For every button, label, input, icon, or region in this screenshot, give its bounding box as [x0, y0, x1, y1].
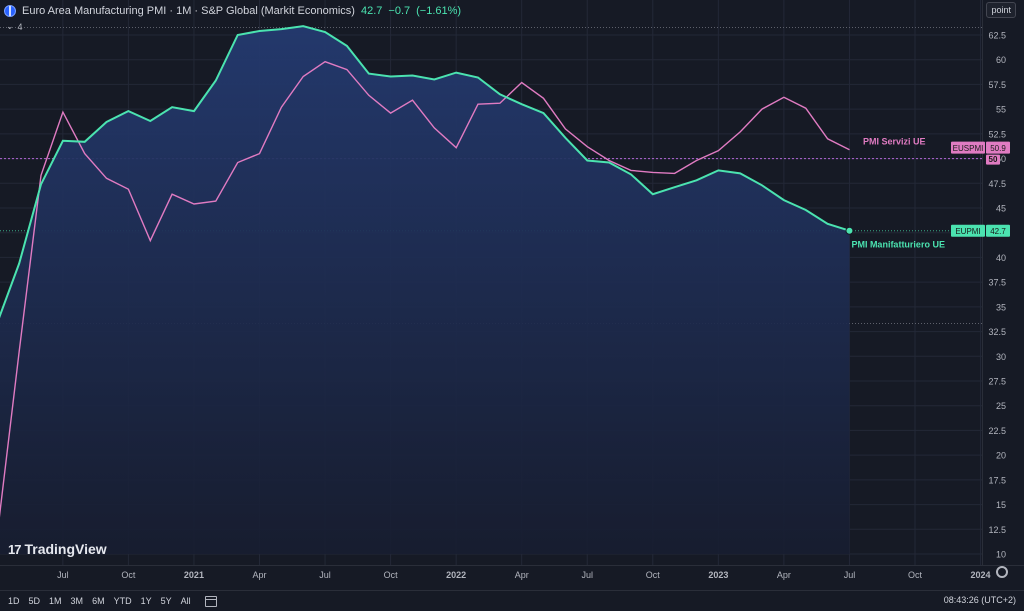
manufacturing-line	[0, 25, 850, 319]
y-tick-label: 25	[996, 401, 1006, 411]
tradingview-logo-mark: 17	[8, 541, 22, 557]
range-1y-button[interactable]: 1Y	[140, 596, 152, 606]
y-tick-label: 37.5	[988, 278, 1006, 288]
tradingview-logo-text: TradingView	[24, 541, 107, 557]
y-tick-label: 55	[996, 105, 1006, 115]
range-5d-button[interactable]: 5D	[28, 596, 41, 606]
y-tick-label: 60	[996, 55, 1006, 65]
calendar-icon[interactable]	[204, 595, 217, 607]
y-tick-label: 10	[996, 550, 1006, 560]
symbol-title[interactable]: Euro Area Manufacturing PMI · 1M · S&P G…	[22, 5, 355, 17]
change-percent: (−1.61%)	[416, 5, 462, 17]
y-tick-label: 17.5	[988, 475, 1006, 485]
x-tick-label: Oct	[908, 570, 923, 580]
bottom-toolbar: 1D 5D 1M 3M 6M YTD 1Y 5Y All 08:43:26 (U…	[0, 590, 1024, 611]
x-tick-label: 2023	[708, 570, 728, 580]
y-tick-label: 57.5	[988, 80, 1006, 90]
gear-icon[interactable]	[996, 566, 1008, 578]
y-tick-label: 50	[996, 154, 1006, 164]
pmi-chart[interactable]: 1012.51517.52022.52527.53032.53537.54042…	[0, 0, 1024, 590]
x-tick-label: Apr	[515, 570, 529, 580]
range-1m-button[interactable]: 1M	[49, 596, 62, 606]
x-tick-label: 2024	[971, 570, 991, 580]
y-tick-label: 22.5	[988, 426, 1006, 436]
x-tick-label: Jul	[844, 570, 856, 580]
manufacturing-symbol-tag: EUPMI	[955, 227, 980, 236]
range-all-button[interactable]: All	[180, 596, 191, 606]
x-tick-label: 2021	[184, 570, 204, 580]
y-tick-label: 32.5	[988, 327, 1006, 337]
services-value-tag-bg	[986, 141, 1010, 154]
x-tick-label: Jul	[581, 570, 593, 580]
y-tick-label: 47.5	[988, 179, 1006, 189]
services-symbol-tag-bg	[951, 141, 985, 154]
clock-readout[interactable]: 08:43:26 (UTC+2)	[943, 595, 1016, 605]
manufacturing-value-tag: 42.7	[990, 227, 1006, 236]
y-tick-label: 45	[996, 204, 1006, 214]
change-value: −0.7	[388, 5, 411, 17]
reference-line-value: 50	[989, 155, 998, 164]
last-value: 42.7	[360, 5, 383, 17]
y-tick-label: 40	[996, 253, 1006, 263]
y-tick-label: 27.5	[988, 377, 1006, 387]
tradingview-logo: 17 TradingView	[8, 541, 107, 557]
range-6m-button[interactable]: 6M	[92, 596, 105, 606]
y-tick-label: 15	[996, 500, 1006, 510]
chart-area[interactable]: 1012.51517.52022.52527.53032.53537.54042…	[0, 0, 1024, 590]
range-5y-button[interactable]: 5Y	[160, 596, 172, 606]
x-tick-label: Apr	[252, 570, 266, 580]
x-tick-label: Oct	[384, 570, 399, 580]
reference-line-tag	[986, 154, 1000, 165]
y-tick-label: 35	[996, 302, 1006, 312]
manufacturing-symbol-tag-bg	[951, 224, 985, 237]
services-symbol-tag: EUSPMI	[953, 144, 984, 153]
manufacturing-area	[0, 26, 850, 554]
range-1d-button[interactable]: 1D	[8, 596, 20, 606]
x-tick-label: Apr	[777, 570, 791, 580]
services-line	[0, 60, 850, 518]
manufacturing-value-tag-bg	[986, 224, 1010, 237]
x-tick-label: Jul	[57, 570, 69, 580]
manufacturing-series-label: PMI Manifatturiero UE	[851, 240, 945, 250]
indicators-toggle[interactable]: ⌄ 4	[6, 21, 23, 32]
chart-legend-header[interactable]: Euro Area Manufacturing PMI · 1M · S&P G…	[4, 3, 461, 19]
scale-mode-button[interactable]: point	[986, 2, 1016, 18]
indicator-count: 4	[17, 21, 23, 32]
x-tick-label: Oct	[121, 570, 136, 580]
y-tick-label: 30	[996, 352, 1006, 362]
range-ytd-button[interactable]: YTD	[113, 596, 132, 606]
x-tick-label: Oct	[646, 570, 661, 580]
manufacturing-last-point	[845, 226, 854, 235]
services-series-label: PMI Servizi UE	[863, 137, 926, 147]
y-tick-label: 20	[996, 451, 1006, 461]
globe-icon	[4, 5, 16, 17]
x-tick-label: Jul	[319, 570, 331, 580]
y-tick-label: 52.5	[988, 129, 1006, 139]
y-tick-label: 62.5	[988, 31, 1006, 41]
range-buttons: 1D 5D 1M 3M 6M YTD 1Y 5Y All	[8, 596, 191, 606]
chevron-down-icon[interactable]: ⌄	[6, 21, 14, 31]
range-3m-button[interactable]: 3M	[70, 596, 84, 606]
x-tick-label: 2022	[446, 570, 466, 580]
services-value-tag: 50.9	[990, 144, 1006, 153]
y-tick-label: 12.5	[988, 525, 1006, 535]
